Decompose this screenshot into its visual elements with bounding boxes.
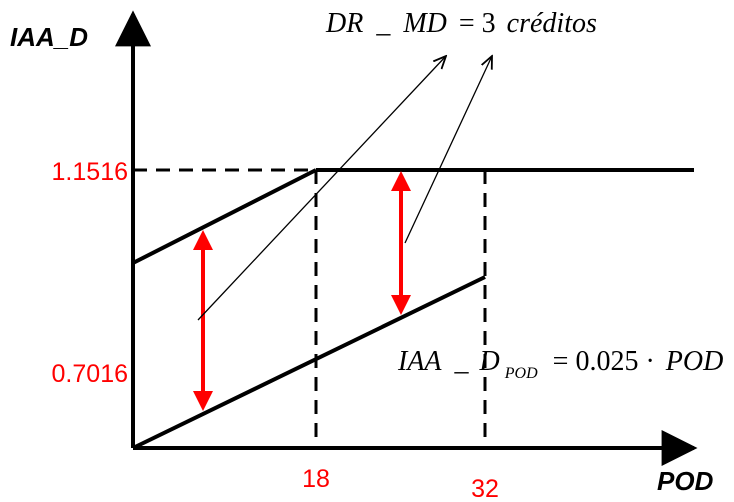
dr-unit: créditos — [507, 8, 597, 39]
lower-line-equation: IAA _ D POD = 0.025 · POD — [397, 346, 723, 385]
x-axis-title: POD — [657, 466, 714, 496]
dr-label: DR — [325, 8, 363, 39]
dr-equals-value: = 3 — [459, 8, 496, 39]
md-label: MD — [402, 8, 447, 39]
x-tick-label-32: 32 — [471, 475, 499, 502]
lower-line — [132, 275, 486, 450]
y-tick-label-lower: 0.7016 — [52, 360, 128, 388]
equation-subscript: POD — [504, 365, 538, 382]
y-tick-label-upper: 1.1516 — [52, 158, 128, 186]
equation-d: D — [479, 346, 500, 377]
x-tick-label-18: 18 — [302, 465, 330, 493]
annotation-pointer-left — [197, 56, 446, 321]
annotation-pointer-right — [404, 56, 492, 244]
y-axis-title: IAA_D — [10, 22, 88, 52]
dr-underscore: _ — [375, 8, 391, 39]
dr-md-annotation: DR _ MD = 3 créditos — [325, 8, 597, 39]
upper-curve-rising — [132, 168, 317, 265]
equation-pod: POD — [665, 346, 724, 377]
equation-iaa: IAA — [397, 346, 442, 377]
equation-coefficient: = 0.025 · — [553, 346, 655, 377]
equation-underscore: _ — [454, 346, 470, 377]
